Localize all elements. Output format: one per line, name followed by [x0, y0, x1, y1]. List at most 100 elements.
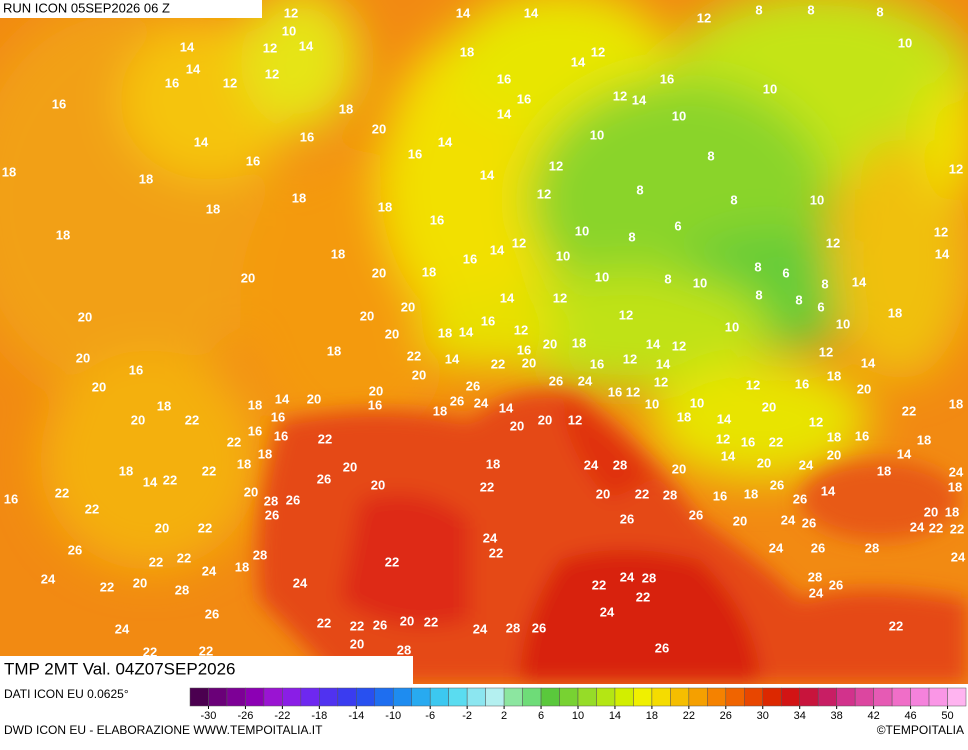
temperature-label: 24: [202, 563, 217, 578]
temperature-label: 22: [929, 520, 943, 535]
temperature-label: 14: [143, 474, 158, 489]
temperature-label: 18: [56, 227, 70, 242]
temperature-label: 8: [807, 2, 814, 17]
temperature-label: 22: [149, 554, 163, 569]
temperature-label: 20: [857, 381, 871, 396]
colorbar-tick-label: -14: [348, 710, 364, 722]
temperature-label: 18: [877, 463, 891, 478]
temperature-label: 8: [636, 182, 643, 197]
temperature-label: 20: [510, 418, 524, 433]
colorbar-box: [614, 687, 634, 707]
temperature-label: 14: [524, 5, 539, 20]
temperature-label: 24: [781, 512, 796, 527]
temperature-label: 20: [400, 613, 414, 628]
temperature-label: 26: [317, 471, 331, 486]
temperature-label: 22: [163, 472, 177, 487]
temperature-label: 18: [378, 199, 392, 214]
temperature-label: 20: [401, 299, 415, 314]
temperature-label: 20: [372, 121, 386, 136]
temperature-label: 14: [935, 246, 950, 261]
colorbar: -30 -26 -22 -18 -14 -10 -6 -2 2 6 10 14 18 22 26 30 34 38…: [189, 687, 967, 722]
colorbar-tick-label: 22: [683, 710, 695, 722]
temperature-label: 18: [948, 479, 962, 494]
copyright: ©TEMPOITALIA: [877, 723, 964, 737]
temperature-label: 22: [317, 615, 331, 630]
temperature-label: 8: [795, 292, 802, 307]
temperature-label: 26: [811, 540, 825, 555]
temperature-label: 18: [157, 398, 171, 413]
temperature-label: 16: [795, 376, 809, 391]
temperature-label: 20: [131, 412, 145, 427]
temperature-label: 16: [4, 491, 18, 506]
temperature-label: 20: [522, 355, 536, 370]
temperature-label: 12: [537, 186, 551, 201]
colorbar-box: [226, 687, 246, 707]
temperature-label: 16: [274, 428, 288, 443]
temperature-label: 20: [538, 412, 552, 427]
temperature-label: 12: [746, 377, 760, 392]
temperature-label: 10: [575, 223, 589, 238]
colorbar-box: [817, 687, 837, 707]
colorbar-box: [651, 687, 671, 707]
temperature-label: 24: [809, 585, 824, 600]
temperature-label: 18: [237, 456, 251, 471]
temperature-label: 26: [466, 378, 480, 393]
temperature-label: 24: [620, 569, 635, 584]
temperature-label: 14: [299, 38, 314, 53]
colorbar-box: [577, 687, 597, 707]
temperature-label: 22: [227, 434, 241, 449]
temperature-label: 14: [459, 324, 474, 339]
temperature-label: 26: [802, 515, 816, 530]
colorbar-box: [374, 687, 394, 707]
temperature-label: 24: [115, 621, 130, 636]
temperature-label: 18: [888, 305, 902, 320]
temperature-label: 8: [876, 4, 883, 19]
colorbar-box: [189, 687, 209, 707]
temperature-label: 22: [480, 479, 494, 494]
colorbar-box: [208, 687, 228, 707]
temperature-label: 8: [707, 148, 714, 163]
colorbar-box: [707, 687, 727, 707]
temperature-label: 26: [689, 507, 703, 522]
temperature-label: 28: [808, 569, 822, 584]
temperature-label: 26: [286, 492, 300, 507]
temperature-label: 28: [264, 493, 278, 508]
colorbar-box: [799, 687, 819, 707]
temperature-label: 24: [474, 395, 489, 410]
colorbar-box: [282, 687, 302, 707]
temperature-label: 22: [636, 589, 650, 604]
colorbar-box: [854, 687, 874, 707]
temperature-label: 18: [460, 44, 474, 59]
temperature-label: 8: [821, 276, 828, 291]
temperature-label: 16: [129, 362, 143, 377]
temperature-label: 22: [902, 403, 916, 418]
temperature-label: 10: [556, 248, 570, 263]
field-box: [0, 656, 413, 684]
colorbar-box: [910, 687, 930, 707]
temperature-label: 26: [770, 477, 784, 492]
colorbar-box: [744, 687, 764, 707]
temperature-label: 16: [52, 96, 66, 111]
temperature-label: 16: [248, 423, 262, 438]
temperature-label: 20: [307, 391, 321, 406]
temperature-label: 14: [897, 446, 912, 461]
colorbar-tick-label: -6: [425, 710, 435, 722]
temperature-label: 14: [721, 448, 736, 463]
colorbar-box: [670, 687, 690, 707]
temperature-label: 22: [491, 356, 505, 371]
temperature-label: 28: [175, 582, 189, 597]
temperature-label: 20: [385, 326, 399, 341]
temperature-label: 12: [819, 344, 833, 359]
temperature-label: 10: [590, 127, 604, 142]
colorbar-tick-label: 18: [646, 710, 658, 722]
temperature-label: 8: [664, 271, 671, 286]
temperature-label: 10: [725, 319, 739, 334]
temperature-label: 18: [827, 429, 841, 444]
temperature-label: 16: [741, 434, 755, 449]
temperature-label: 18: [422, 264, 436, 279]
temperature-label: 18: [119, 463, 133, 478]
temperature-label: 16: [855, 428, 869, 443]
temperature-label: 24: [293, 575, 308, 590]
temperature-label: 12: [654, 374, 668, 389]
temperature-label: 12: [949, 161, 963, 176]
